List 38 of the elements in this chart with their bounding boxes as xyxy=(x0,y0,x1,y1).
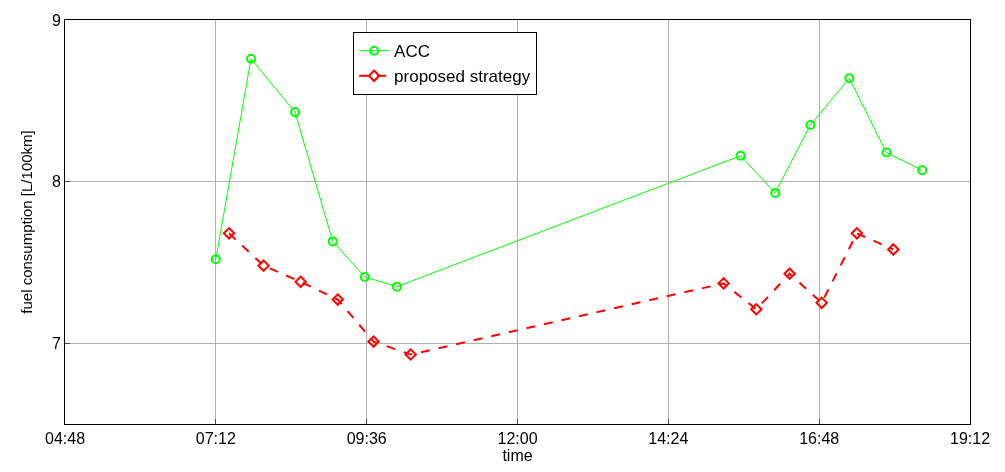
point xyxy=(750,303,763,316)
x-axis-title: time xyxy=(502,447,533,465)
x-tick-label: 07:12 xyxy=(195,430,236,448)
point xyxy=(881,147,892,158)
point xyxy=(717,277,730,290)
y-tick-label: 8 xyxy=(51,173,61,191)
y-tick-label: 9 xyxy=(51,11,61,29)
point xyxy=(257,259,270,272)
point xyxy=(222,227,236,240)
point xyxy=(290,107,301,118)
point xyxy=(783,267,796,280)
point xyxy=(327,236,338,247)
legend-label: proposed strategy xyxy=(394,67,531,87)
y-tick-label: 7 xyxy=(51,334,61,352)
point xyxy=(391,281,402,292)
legend-label: ACC xyxy=(394,42,431,62)
x-tick-label: 09:36 xyxy=(346,430,387,448)
point xyxy=(917,165,928,176)
point xyxy=(359,271,370,282)
x-tick-label: 14:24 xyxy=(648,430,689,448)
point xyxy=(887,243,900,256)
point xyxy=(844,73,855,84)
y-axis-title: fuel consumption [L/100km] xyxy=(18,130,36,314)
point xyxy=(246,53,257,64)
point xyxy=(331,293,344,306)
point xyxy=(850,227,864,240)
x-tick-label: 12:00 xyxy=(497,430,538,448)
point xyxy=(404,348,417,361)
point xyxy=(805,120,816,131)
point xyxy=(210,254,221,265)
point xyxy=(294,275,307,288)
point xyxy=(770,187,781,198)
point xyxy=(815,296,828,309)
x-tick-label: 16:48 xyxy=(799,430,840,448)
x-tick-label: 19:12 xyxy=(949,430,991,448)
x-tick-label: 04:48 xyxy=(44,430,86,448)
point xyxy=(367,335,380,348)
point xyxy=(735,150,746,161)
